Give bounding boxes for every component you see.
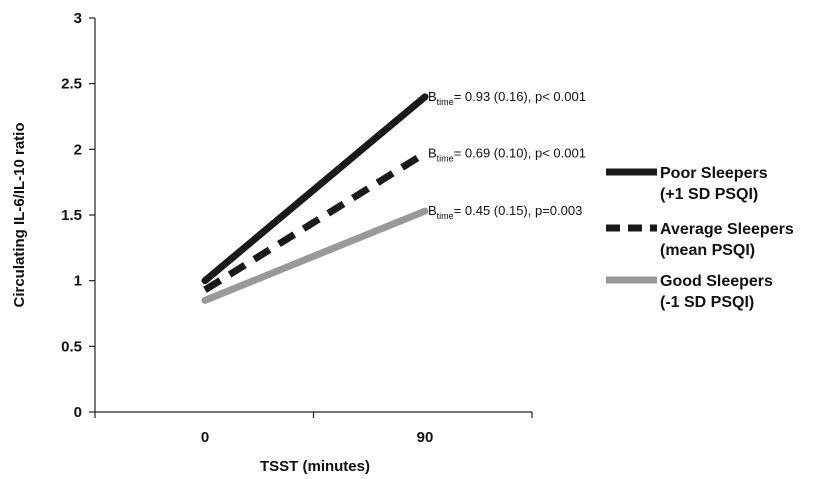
series-annotation-0: Btime= 0.93 (0.16), p< 0.001 [428,89,586,107]
y-tick-label: 2.5 [61,76,82,93]
x-tick-label: 0 [201,429,209,446]
series-lines [201,93,429,304]
legend-label-0: Poor Sleepers [660,165,768,182]
y-axis-label: Circulating IL-6/IL-10 ratio [11,122,28,307]
legend-sublabel-0: (+1 SD PSQI) [660,186,758,203]
series-annotation-2: Btime= 0.45 (0.15), p=0.003 [428,203,582,221]
legend-sublabel-2: (-1 SD PSQI) [660,294,754,311]
y-tick-label: 3 [74,10,82,27]
series-line-2 [201,207,429,304]
legend: Poor Sleepers (+1 SD PSQI) Average Sleeper… [606,165,794,311]
series-annotation-1: Btime= 0.69 (0.10), p< 0.001 [428,145,586,163]
x-tick-label: 90 [417,429,434,446]
series-line-0 [201,93,429,285]
y-tick-label: 1 [74,273,82,290]
legend-label-1: Average Sleepers [660,221,794,238]
y-tick-label: 1.5 [61,207,82,224]
legend-sublabel-1: (mean PSQI) [660,242,755,259]
x-axis-label: TSST (minutes) [260,458,370,475]
y-axis-ticks: 0 0.5 1 1.5 2 2.5 3 [61,10,95,421]
series-line-1 [203,150,427,293]
y-tick-label: 2 [74,141,82,158]
legend-label-2: Good Sleepers [660,273,773,290]
x-axis-ticks: 0 90 [94,412,533,446]
y-tick-label: 0.5 [61,338,82,355]
y-tick-label: 0 [74,404,82,421]
annotations: Btime= 0.93 (0.16), p< 0.001 Btime= 0.69 … [428,89,586,221]
